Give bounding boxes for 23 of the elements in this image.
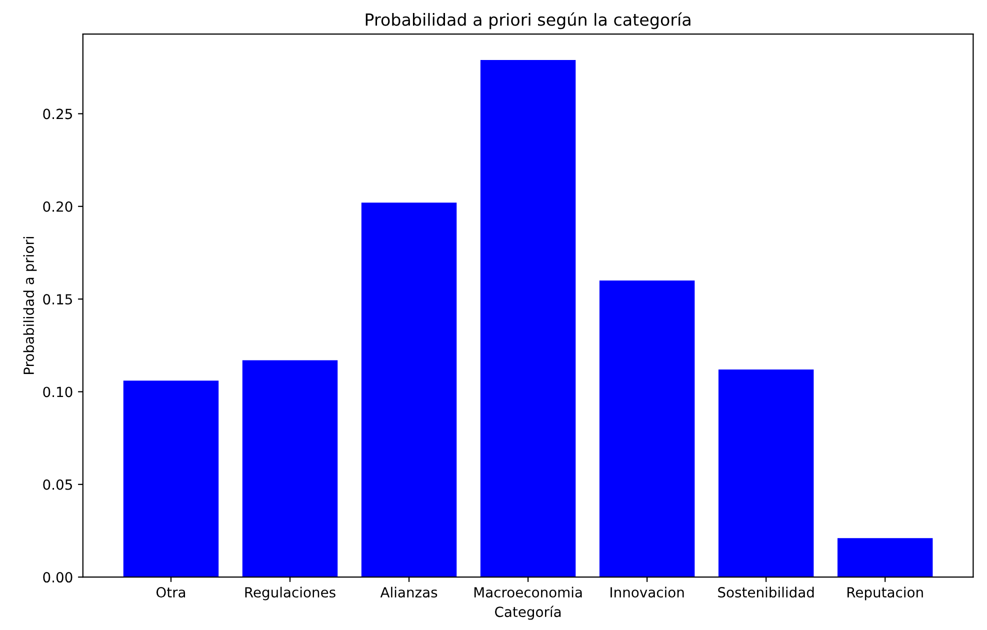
- x-axis-title: Categoría: [495, 606, 561, 620]
- x-tick-label: Innovacion: [610, 586, 684, 598]
- x-tick-label: Sostenibilidad: [718, 586, 814, 598]
- bar: [123, 380, 219, 578]
- y-axis-title: Probabilidad a priori: [23, 237, 37, 374]
- x-tick-label: Regulaciones: [245, 586, 336, 600]
- bar: [718, 369, 814, 578]
- y-tick-label: 0.25: [43, 108, 72, 120]
- bar: [242, 360, 338, 578]
- y-tick-label: 0.10: [43, 386, 72, 398]
- bar: [361, 202, 457, 578]
- x-tick-label: Reputacion: [848, 586, 923, 600]
- x-tick-label: Otra: [156, 587, 186, 598]
- bar: [838, 538, 933, 578]
- chart-title: Probabilidad a priori según la categoría: [366, 12, 690, 30]
- y-tick-label: 0.00: [43, 572, 72, 583]
- bar: [599, 280, 695, 578]
- y-tick-label: 0.20: [43, 201, 72, 212]
- y-tick-label: 0.05: [43, 479, 72, 490]
- bar: [480, 60, 576, 578]
- y-tick-label: 0.15: [43, 294, 72, 305]
- x-tick-label: Macroeconomia: [474, 586, 582, 598]
- x-tick-label: Alianzas: [380, 586, 438, 598]
